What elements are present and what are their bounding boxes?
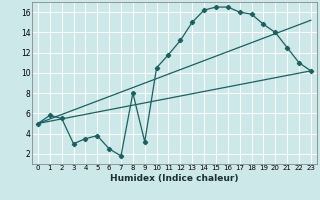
X-axis label: Humidex (Indice chaleur): Humidex (Indice chaleur) [110, 174, 239, 183]
